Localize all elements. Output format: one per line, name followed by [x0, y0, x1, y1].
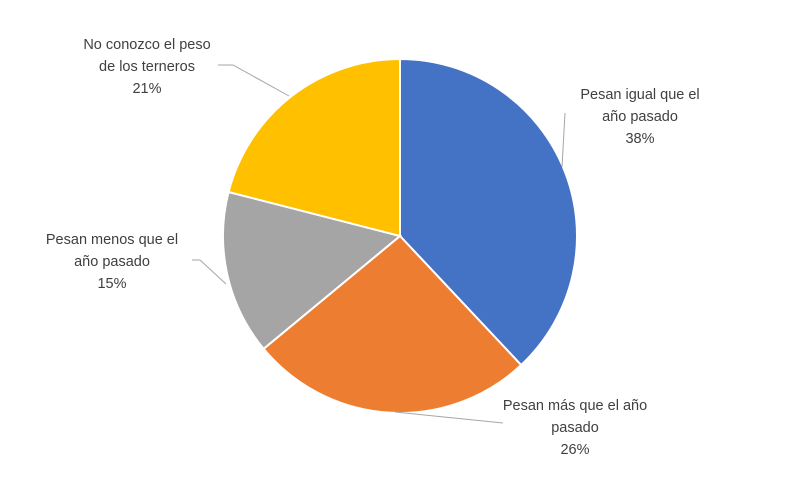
value-label: 38% [625, 131, 655, 147]
leader-line [561, 112, 566, 168]
leader-line [394, 411, 504, 424]
data-label: Pesan menos que el año pasado 15% [39, 229, 185, 295]
pie-slice [399, 57, 578, 367]
pie-slice [222, 190, 403, 351]
pie-slice [262, 234, 523, 414]
pie-slice [227, 57, 401, 238]
data-label: Pesan igual que el año pasado 38% [567, 84, 713, 150]
value-label: 21% [132, 81, 162, 97]
value-label: 26% [560, 442, 590, 458]
category-label: No conozco el peso de los terneros [83, 37, 211, 75]
category-label: Pesan igual que el año pasado [580, 87, 700, 125]
category-label: Pesan más que el año pasado [502, 398, 648, 436]
leader-line [218, 64, 290, 97]
category-label: Pesan menos que el año pasado [45, 232, 179, 270]
value-label: 15% [97, 276, 127, 292]
data-label: No conozco el peso de los terneros 21% [74, 34, 220, 100]
data-label: Pesan más que el año pasado 26% [502, 395, 648, 461]
leader-line [192, 259, 227, 285]
